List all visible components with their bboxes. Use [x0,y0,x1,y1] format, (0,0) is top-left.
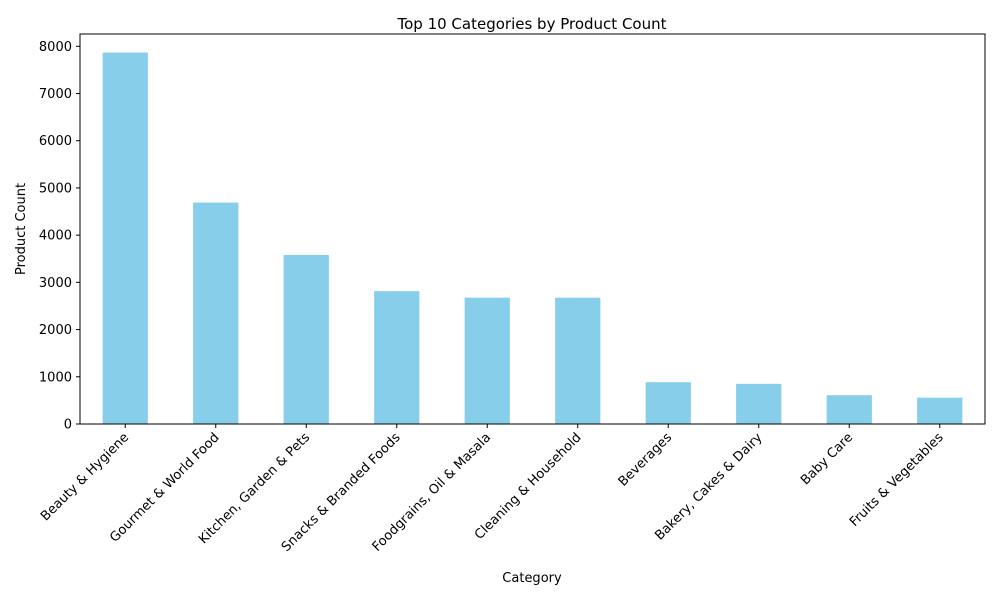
bar [283,254,329,424]
plot-frame [79,33,986,425]
x-tick-label: Beverages [616,430,676,490]
bar [102,52,148,424]
chart-title: Top 10 Categories by Product Count [397,15,667,33]
y-tick-label: 8000 [39,40,72,55]
x-tick-label: Bakery, Cakes & Dairy [652,430,765,543]
y-tick-label: 4000 [39,229,72,244]
y-tick-label: 2000 [39,323,72,338]
bar [193,202,239,424]
y-tick-label: 1000 [39,370,72,385]
x-tick-label: Beauty & Hygiene [38,430,132,524]
bar [736,383,782,424]
y-tick-label: 7000 [39,87,72,102]
bar [917,397,963,424]
y-tick-label: 6000 [39,134,72,149]
bar [645,382,691,424]
y-axis: 0 1000 2000 3000 4000 5000 6000 7000 8000 [39,40,80,433]
y-tick-label: 0 [64,418,72,433]
bar [555,297,601,424]
bar [826,395,872,424]
bar [374,291,420,424]
y-tick-label: 3000 [39,276,72,291]
bar [464,297,510,424]
x-axis-label: Category [502,571,562,586]
bars-group [102,52,963,424]
y-tick-label: 5000 [39,181,72,196]
x-tick-label: Cleaning & Household [472,430,585,543]
y-axis-label: Product Count [14,183,29,275]
x-tick-label: Baby Care [798,430,856,488]
x-tick-label: Fruits & Vegetables [847,430,947,530]
